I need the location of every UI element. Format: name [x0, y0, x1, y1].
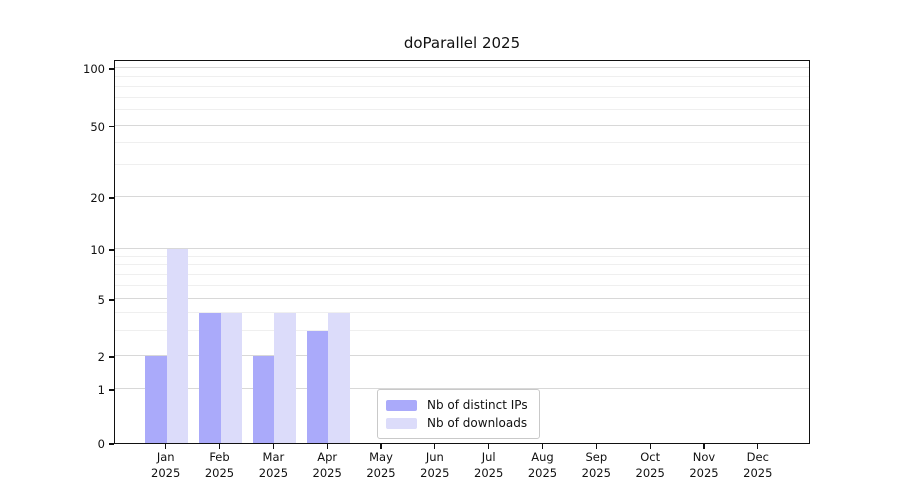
x-tick-label-apr: Apr 2025 — [312, 450, 342, 480]
y-tick-mark-50 — [109, 125, 114, 128]
y-tick-mark-100 — [109, 68, 114, 70]
y-tick-label-50: 50 — [90, 119, 105, 134]
x-tick-label-dec: Dec 2025 — [743, 450, 773, 480]
x-tick-label-feb: Feb 2025 — [204, 450, 235, 480]
bar-nb-of-distinct-ips-feb — [199, 312, 221, 443]
y-tick-label-0: 0 — [97, 437, 105, 451]
y-tick-label-5: 5 — [97, 293, 105, 307]
chart-title: doParallel 2025 — [403, 34, 521, 52]
x-tick-label-mar: Mar 2025 — [258, 450, 289, 480]
gridline-minor-40 — [115, 141, 809, 143]
gridline-minor-9 — [115, 255, 809, 257]
bar-nb-of-downloads-jan — [166, 249, 189, 443]
gridline-minor-7 — [115, 273, 809, 275]
x-tick-mark-jan — [165, 444, 167, 449]
x-tick-mark-apr — [326, 444, 328, 449]
gridline-major-50 — [115, 124, 809, 126]
gridline-minor-6 — [115, 284, 809, 286]
plot-area — [114, 60, 810, 444]
y-tick-mark-1 — [109, 389, 114, 391]
bar-nb-of-downloads-mar — [274, 312, 296, 443]
x-tick-label-jan: Jan 2025 — [151, 450, 181, 480]
x-tick-label-nov: Nov 2025 — [689, 450, 719, 480]
legend-swatch-distinct-ips-icon — [386, 399, 417, 411]
legend-label-downloads: Nb of downloads — [427, 416, 528, 430]
legend-entry-downloads: Nb of downloads — [386, 414, 528, 432]
bar-nb-of-downloads-feb — [220, 312, 242, 443]
bar-nb-of-distinct-ips-apr — [306, 330, 329, 443]
y-tick-mark-20 — [109, 197, 114, 199]
gridline-major-2 — [115, 355, 809, 356]
gridline-minor-60 — [115, 109, 809, 111]
y-tick-label-20: 20 — [90, 191, 105, 205]
x-tick-mark-sep — [595, 444, 597, 449]
y-tick-mark-5 — [109, 299, 114, 301]
bar-nb-of-distinct-ips-jan — [145, 356, 167, 443]
gridline-major-5 — [115, 298, 809, 299]
x-tick-label-jun: Jun 2025 — [420, 450, 450, 480]
x-tick-mark-nov — [703, 444, 705, 449]
gridline-minor-4 — [115, 311, 809, 313]
x-tick-mark-may — [380, 444, 382, 449]
legend: Nb of distinct IPs Nb of downloads — [377, 389, 540, 439]
bar-nb-of-downloads-apr — [328, 312, 350, 443]
x-tick-mark-jul — [488, 444, 490, 449]
legend-swatch-downloads-icon — [386, 417, 417, 429]
legend-label-distinct-ips: Nb of distinct IPs — [427, 398, 528, 412]
gridline-major-20 — [115, 196, 809, 197]
gridline-minor-30 — [115, 164, 809, 166]
gridline-major-10 — [115, 248, 809, 249]
y-tick-label-1: 1 — [97, 383, 105, 397]
x-tick-mark-oct — [649, 444, 651, 449]
y-tick-label-100: 100 — [83, 62, 105, 76]
gridline-minor-70 — [115, 96, 809, 98]
x-tick-mark-jun — [434, 444, 436, 449]
y-tick-label-2: 2 — [97, 350, 105, 364]
x-tick-label-sep: Sep 2025 — [581, 450, 611, 480]
gridline-minor-80 — [115, 85, 809, 87]
y-tick-mark-2 — [109, 356, 114, 358]
x-tick-label-oct: Oct 2025 — [635, 450, 665, 480]
x-tick-mark-feb — [218, 444, 221, 449]
gridline-major-100 — [115, 67, 809, 68]
gridline-minor-3 — [115, 329, 809, 331]
y-tick-mark-10 — [109, 249, 114, 251]
x-tick-label-jul: Jul 2025 — [474, 450, 504, 480]
x-tick-mark-aug — [541, 444, 544, 449]
x-tick-label-aug: Aug 2025 — [527, 450, 558, 480]
gridline-minor-90 — [115, 75, 809, 77]
x-tick-mark-dec — [757, 444, 759, 449]
gridline-major-1 — [115, 388, 809, 389]
bar-nb-of-distinct-ips-mar — [252, 356, 275, 443]
x-tick-label-may: May 2025 — [366, 450, 396, 480]
y-tick-mark-0 — [109, 443, 114, 445]
y-tick-label-10: 10 — [90, 243, 105, 257]
x-tick-mark-mar — [272, 444, 275, 449]
legend-entry-distinct-ips: Nb of distinct IPs — [386, 396, 528, 414]
gridline-minor-8 — [115, 264, 809, 266]
